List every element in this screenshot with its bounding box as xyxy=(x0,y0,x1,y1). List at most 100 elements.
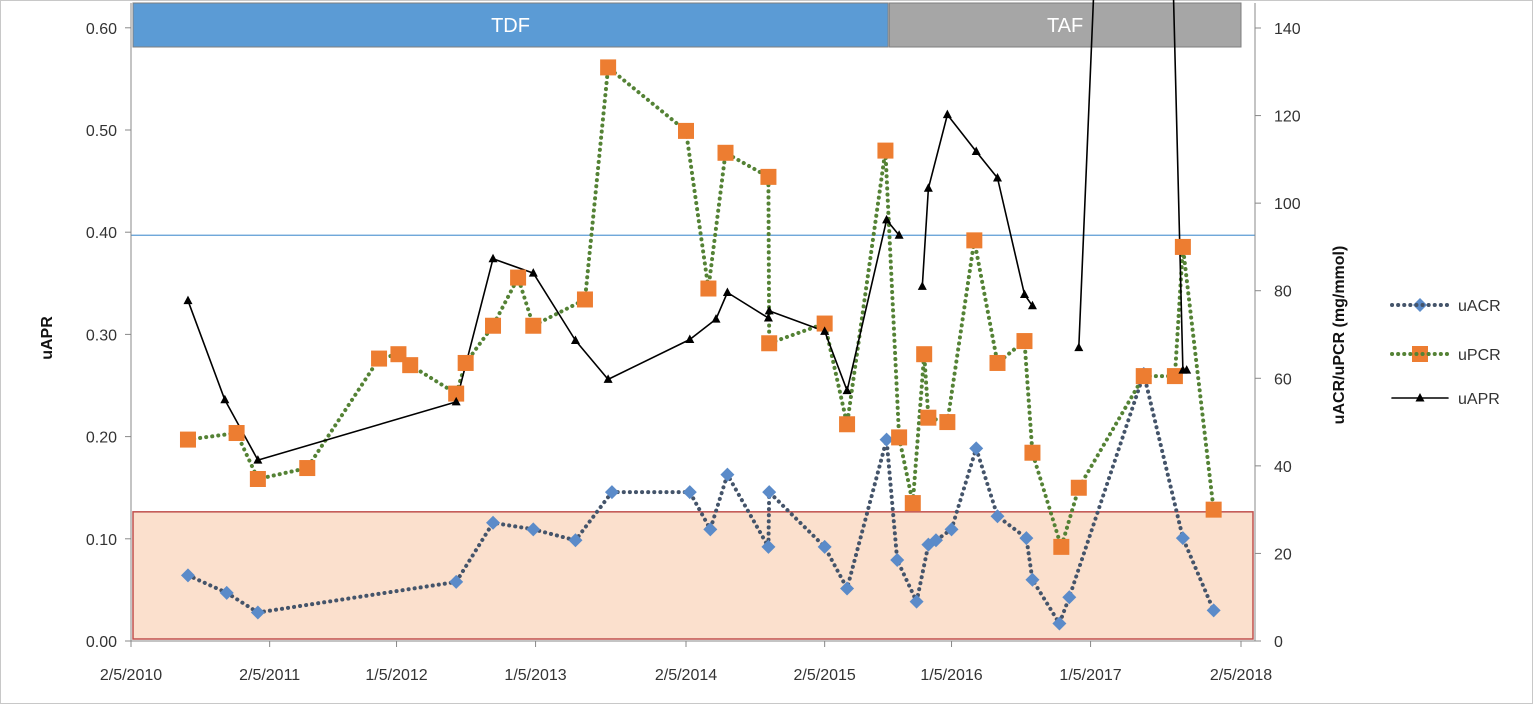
data-point-uacr xyxy=(817,539,832,554)
data-point-uapr xyxy=(882,214,892,224)
data-point-uacr xyxy=(1175,531,1190,546)
y-left-tick-label: 0.20 xyxy=(86,430,117,447)
data-point-upcr xyxy=(249,470,266,487)
data-point-uacr xyxy=(840,581,855,596)
data-point-uapr xyxy=(971,146,981,155)
data-point-upcr xyxy=(457,354,474,371)
series-line-uapr xyxy=(187,219,900,461)
data-point-upcr xyxy=(1166,368,1183,385)
x-tick-label: 2/5/2011 xyxy=(239,667,300,684)
treatment-band-tdf xyxy=(132,2,889,48)
data-point-uacr xyxy=(526,522,541,537)
data-point-uapr xyxy=(711,314,721,323)
data-point-upcr xyxy=(1070,479,1087,496)
data-point-uacr xyxy=(1025,572,1040,587)
x-tick-label: 1/5/2016 xyxy=(920,667,982,684)
legend-label-uacr: uACR xyxy=(1458,298,1501,315)
data-point-uacr xyxy=(969,441,984,456)
data-point-upcr xyxy=(816,315,833,332)
y-left-tick-label: 0.50 xyxy=(86,123,117,140)
data-point-uapr xyxy=(842,385,852,395)
x-tick-label: 1/5/2012 xyxy=(365,667,427,684)
y-left-tick-label: 0.40 xyxy=(86,225,117,242)
series-line-uapr xyxy=(921,113,1034,307)
data-point-upcr xyxy=(1135,368,1152,385)
y-left-tick-label: 0.10 xyxy=(86,532,117,549)
x-tick-label: 2/5/2010 xyxy=(100,667,162,684)
data-point-upcr xyxy=(1016,333,1033,350)
data-point-uapr xyxy=(488,253,498,263)
data-point-upcr xyxy=(1205,501,1222,518)
data-point-uacr xyxy=(449,574,464,589)
data-point-uapr xyxy=(1027,300,1037,310)
data-point-upcr xyxy=(678,122,694,139)
data-point-uacr xyxy=(568,533,583,548)
axes-layer: 0.00 0.10 0.20 0.30 0.40 0.50 0.60 0 20 40 60 80 100… xyxy=(86,3,1301,684)
y-right-tick-label: 140 xyxy=(1274,21,1301,38)
data-point-uacr xyxy=(762,485,777,500)
x-tick-label: 2/5/2018 xyxy=(1210,667,1272,684)
data-point-upcr xyxy=(761,335,778,352)
y-left-tick-label: 0.00 xyxy=(86,634,117,651)
data-point-upcr xyxy=(966,232,983,249)
treatment-band-label-taf: TAF xyxy=(1047,15,1083,37)
data-point-upcr xyxy=(700,280,717,297)
data-point-upcr xyxy=(839,416,856,433)
legend-label-upcr: uPCR xyxy=(1458,347,1501,364)
x-tick-label: 1/5/2013 xyxy=(504,667,566,684)
data-point-uapr xyxy=(603,374,613,383)
data-point-upcr xyxy=(402,357,419,374)
data-point-upcr xyxy=(939,414,956,431)
data-point-uacr xyxy=(879,432,894,447)
data-point-uapr xyxy=(764,305,774,315)
series-line-uacr xyxy=(186,371,1216,626)
data-point-uapr xyxy=(917,281,927,290)
treatment-band-taf xyxy=(888,2,1242,48)
data-point-uacr xyxy=(1019,531,1034,546)
data-point-uapr xyxy=(220,394,230,404)
data-point-upcr xyxy=(891,429,908,446)
data-point-upcr xyxy=(299,460,316,477)
shaded-region xyxy=(132,511,1254,640)
y-left-axis-title: uAPR xyxy=(39,316,56,360)
data-point-uapr xyxy=(253,455,263,464)
marker-layer xyxy=(179,59,1428,631)
data-point-upcr xyxy=(904,495,921,512)
data-point-uapr xyxy=(1182,365,1192,374)
data-point-uacr xyxy=(1052,616,1067,631)
data-point-upcr xyxy=(877,142,894,159)
data-point-uacr xyxy=(219,585,234,600)
x-tick-label: 2/5/2014 xyxy=(655,667,717,684)
y-right-axis-title: uACR/uPCR (mg/mmol) xyxy=(1331,246,1348,425)
data-point-uapr xyxy=(763,313,773,322)
treatment-band-label-tdf: TDF xyxy=(491,15,530,37)
y-left-tick-label: 0.30 xyxy=(86,327,117,344)
data-point-uapr xyxy=(820,326,830,335)
series-line-uapr xyxy=(1078,0,1188,372)
data-point-upcr xyxy=(989,354,1006,371)
data-point-uapr xyxy=(894,230,904,239)
y-right-tick-label: 40 xyxy=(1274,459,1292,476)
data-point-uapr xyxy=(942,109,952,119)
data-point-upcr xyxy=(600,59,617,76)
y-right-tick-label: 20 xyxy=(1274,546,1292,563)
y-right-tick-label: 80 xyxy=(1274,284,1292,301)
series-line-upcr xyxy=(186,65,1216,549)
data-point-upcr xyxy=(1024,444,1041,461)
data-point-uacr xyxy=(990,509,1005,524)
data-point-upcr xyxy=(448,385,465,402)
y-right-tick-label: 120 xyxy=(1274,109,1301,126)
data-point-uapr xyxy=(570,335,580,345)
data-point-upcr xyxy=(1174,238,1191,255)
data-point-uacr xyxy=(761,539,776,554)
y-left-tick-label: 0.60 xyxy=(86,21,117,38)
legend-marker-uacr xyxy=(1413,298,1427,312)
data-point-uacr xyxy=(703,522,718,537)
data-point-uapr xyxy=(685,334,695,344)
data-point-uacr xyxy=(604,485,619,500)
data-point-uacr xyxy=(1206,603,1221,618)
data-point-uapr xyxy=(992,173,1002,182)
data-point-upcr xyxy=(510,269,527,286)
data-point-uapr xyxy=(183,295,193,305)
data-point-upcr xyxy=(760,168,777,185)
